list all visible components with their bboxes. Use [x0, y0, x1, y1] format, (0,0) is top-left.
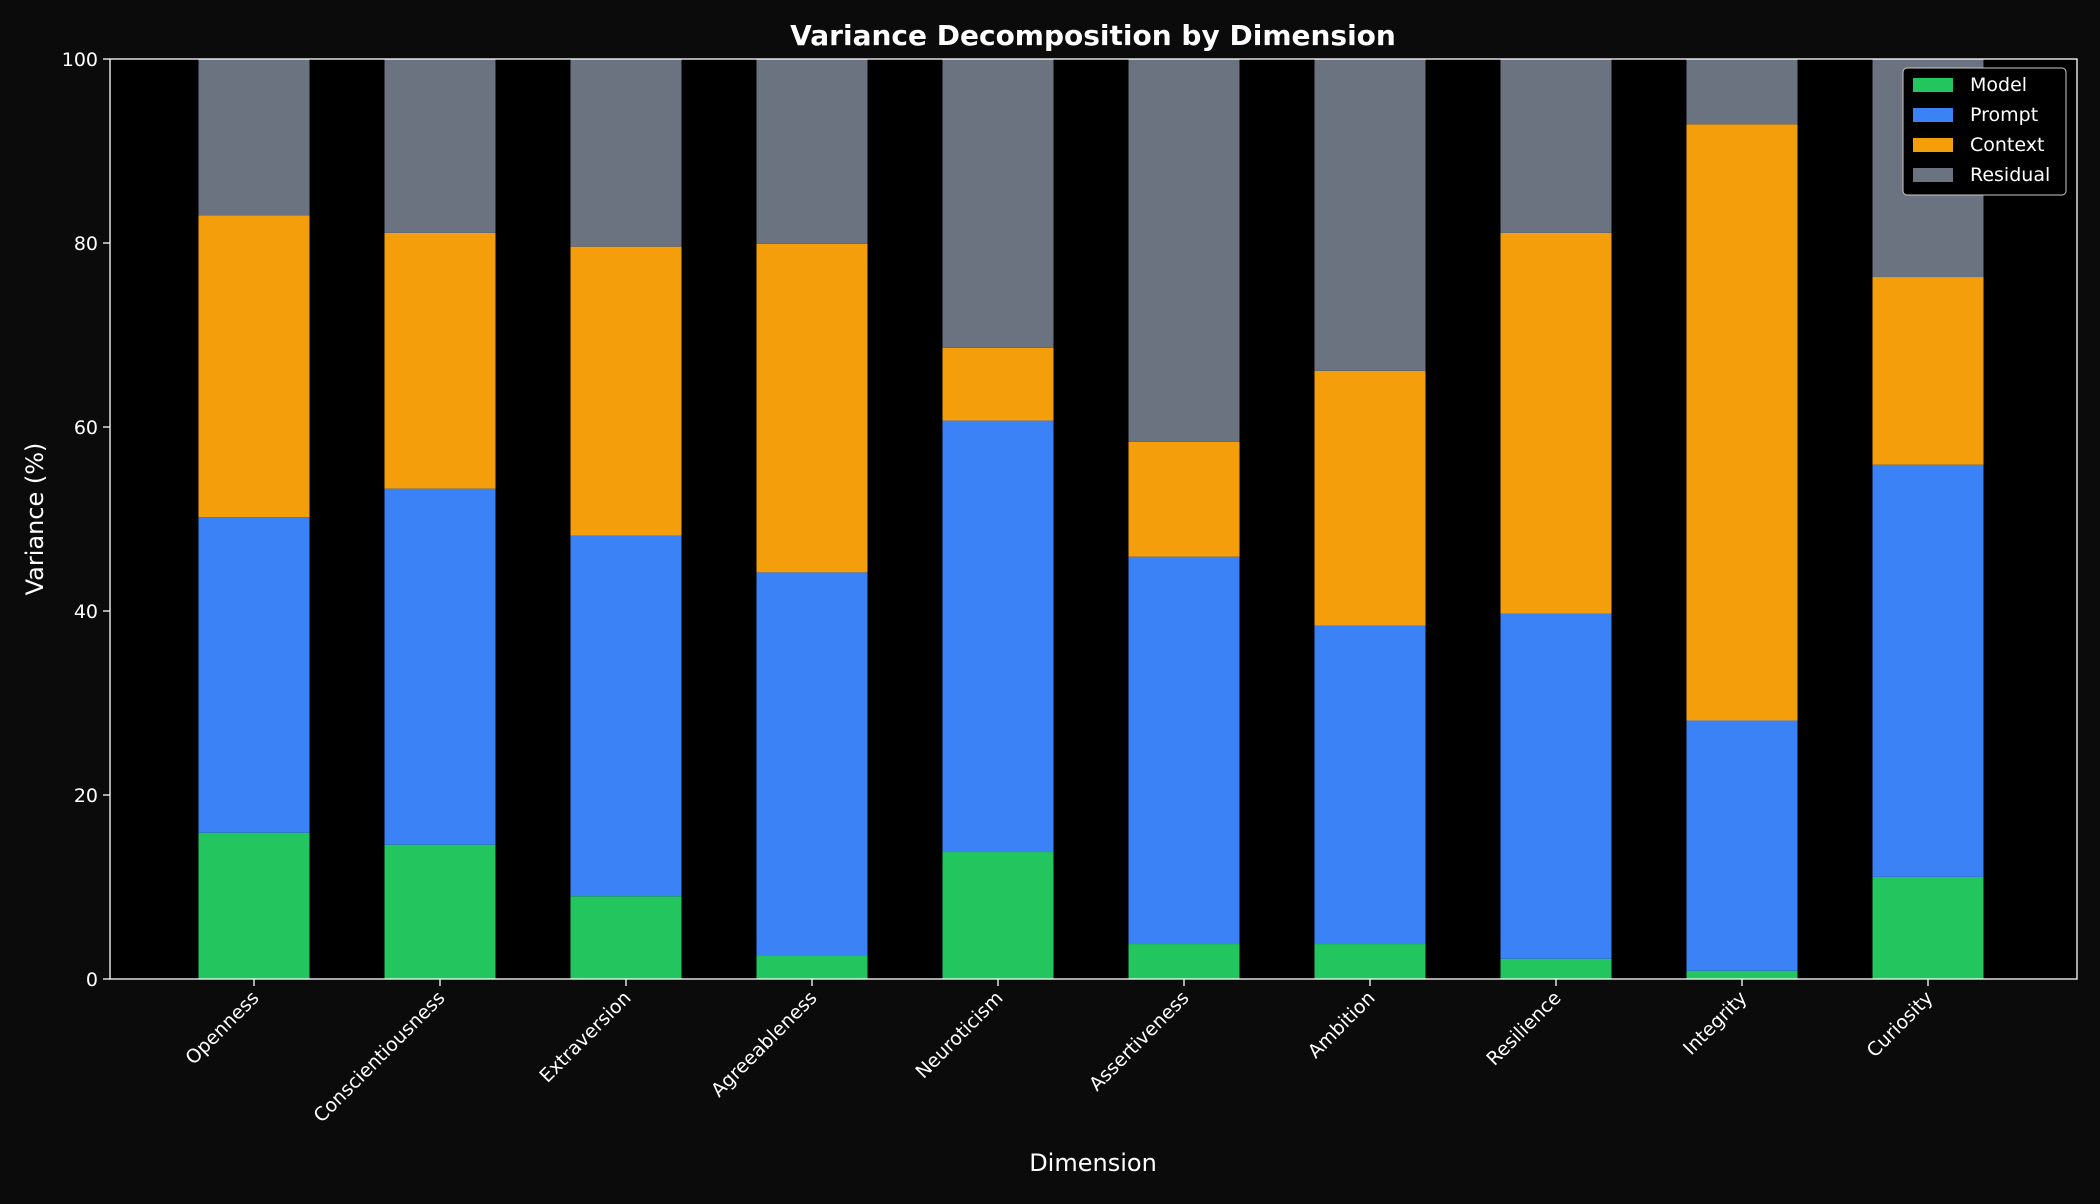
bar-prompt-curiosity — [1872, 464, 1984, 877]
bar-context-ambition — [1314, 370, 1426, 626]
bar-model-ambition — [1314, 944, 1426, 979]
bar-residual-extraversion — [570, 59, 682, 247]
y-tick-label: 80 — [74, 233, 98, 255]
legend-label-model: Model — [1970, 74, 2027, 96]
x-tick-label: Integrity — [1679, 987, 1752, 1060]
bar-prompt-integrity — [1686, 720, 1798, 971]
bar-prompt-resilience — [1500, 613, 1612, 959]
bar-residual-conscientiousness — [384, 59, 496, 233]
bar-model-curiosity — [1872, 876, 1984, 979]
y-tick-label: 40 — [74, 601, 98, 623]
bar-model-neuroticism — [942, 852, 1054, 979]
bar-prompt-neuroticism — [942, 420, 1054, 853]
bar-residual-neuroticism — [942, 59, 1054, 348]
x-tick-label: Openness — [181, 987, 263, 1069]
x-tick-label: Ambition — [1304, 987, 1380, 1063]
bar-prompt-extraversion — [570, 535, 682, 897]
bar-context-openness — [198, 215, 310, 518]
x-axis-label: Dimension — [1029, 1149, 1157, 1177]
bar-residual-agreeableness — [756, 59, 868, 244]
bar-model-assertiveness — [1128, 944, 1240, 979]
bar-model-openness — [198, 832, 310, 979]
bar-context-assertiveness — [1128, 441, 1240, 557]
bar-model-resilience — [1500, 958, 1612, 979]
x-tick-label: Resilience — [1482, 987, 1565, 1070]
bar-context-agreeableness — [756, 243, 868, 573]
bar-prompt-openness — [198, 517, 310, 833]
bar-model-conscientiousness — [384, 844, 496, 979]
bar-residual-resilience — [1500, 59, 1612, 233]
bar-prompt-agreeableness — [756, 572, 868, 956]
bar-model-extraversion — [570, 896, 682, 979]
x-tick-label: Neuroticism — [911, 987, 1007, 1083]
y-tick-label: 20 — [74, 785, 98, 807]
x-tick-label: Conscientiousness — [309, 987, 449, 1127]
bar-prompt-ambition — [1314, 625, 1426, 945]
legend-label-residual: Residual — [1970, 164, 2050, 186]
bar-context-neuroticism — [942, 347, 1054, 421]
bar-context-curiosity — [1872, 277, 1984, 465]
x-tick-label: Assertiveness — [1085, 987, 1194, 1096]
bar-model-agreeableness — [756, 956, 868, 979]
bar-model-integrity — [1686, 970, 1798, 979]
bar-context-extraversion — [570, 246, 682, 536]
legend-swatch-residual — [1913, 168, 1953, 182]
bar-residual-openness — [198, 59, 310, 216]
legend-swatch-model — [1913, 78, 1953, 92]
bar-residual-assertiveness — [1128, 59, 1240, 442]
bar-prompt-assertiveness — [1128, 556, 1240, 945]
x-tick-label: Extraversion — [535, 987, 635, 1087]
legend-label-prompt: Prompt — [1970, 104, 2038, 126]
bar-residual-ambition — [1314, 59, 1426, 371]
legend-label-context: Context — [1970, 134, 2044, 156]
bar-context-resilience — [1500, 232, 1612, 614]
bar-context-integrity — [1686, 124, 1798, 721]
plot-frame — [109, 58, 2078, 980]
bar-prompt-conscientiousness — [384, 488, 496, 845]
y-axis-label: Variance (%) — [21, 443, 49, 596]
y-tick-label: 0 — [86, 969, 98, 991]
y-tick-label: 100 — [62, 49, 98, 71]
bar-residual-integrity — [1686, 59, 1798, 125]
legend-swatch-context — [1913, 138, 1953, 152]
x-tick-label: Curiosity — [1863, 987, 1938, 1062]
chart-title: Variance Decomposition by Dimension — [790, 19, 1396, 52]
bar-context-conscientiousness — [384, 232, 496, 489]
legend-box — [1902, 67, 2067, 196]
legend: Model Prompt Context Residual — [1902, 67, 2067, 196]
y-tick-label: 60 — [74, 417, 98, 439]
legend-swatch-prompt — [1913, 108, 1953, 122]
x-tick-label: Agreeableness — [707, 987, 822, 1102]
